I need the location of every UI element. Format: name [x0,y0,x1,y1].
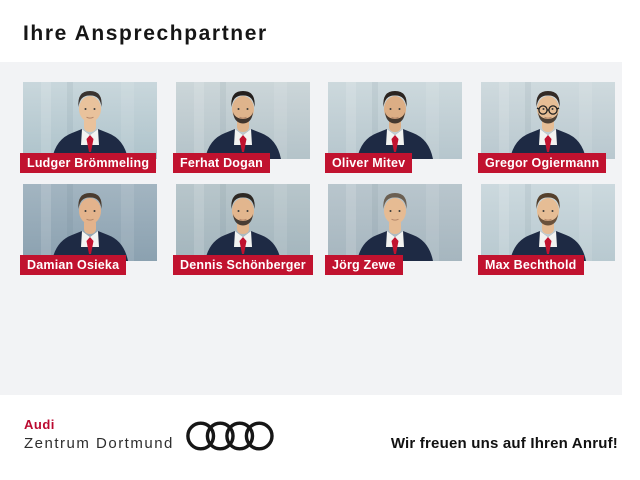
brand-name: Audi [24,417,55,432]
staff-card: Oliver Mitev [325,82,462,173]
name-badge: Jörg Zewe [325,255,403,275]
name-badge: Ferhat Dogan [173,153,270,173]
staff-portrait-photo [481,82,615,159]
staff-card: Ludger Brömmeling [20,82,157,173]
staff-portrait-photo [328,82,462,159]
staff-portrait-photo [176,184,310,261]
staff-card: Jörg Zewe [325,184,462,275]
staff-card: Max Bechthold [478,184,615,275]
name-badge: Ludger Brömmeling [20,153,157,173]
staff-card: Dennis Schönberger [173,184,313,275]
staff-card: Damian Osieka [20,184,157,275]
name-badge: Dennis Schönberger [173,255,313,275]
name-badge: Gregor Ogiermann [478,153,607,173]
staff-portrait-photo [176,82,310,159]
dealer-brand-block: Audi Zentrum Dortmund [24,417,174,452]
footer-slogan: Wir freuen uns auf Ihren Anruf! [390,435,618,452]
name-badge: Damian Osieka [20,255,127,275]
dealer-name: Zentrum Dortmund [24,435,174,452]
name-badge: Max Bechthold [478,255,584,275]
staff-portrait-photo [23,82,157,159]
page-title: Ihre Ansprechpartner [23,22,268,45]
staff-card: Gregor Ogiermann [478,82,615,173]
name-badge: Oliver Mitev [325,153,413,173]
staff-portrait-photo [481,184,615,261]
footer: Audi Zentrum Dortmund Wir freuen uns auf… [0,395,640,480]
audi-rings-icon [186,421,274,451]
staff-portrait-photo [23,184,157,261]
staff-card: Ferhat Dogan [173,82,310,173]
staff-portrait-photo [328,184,462,261]
